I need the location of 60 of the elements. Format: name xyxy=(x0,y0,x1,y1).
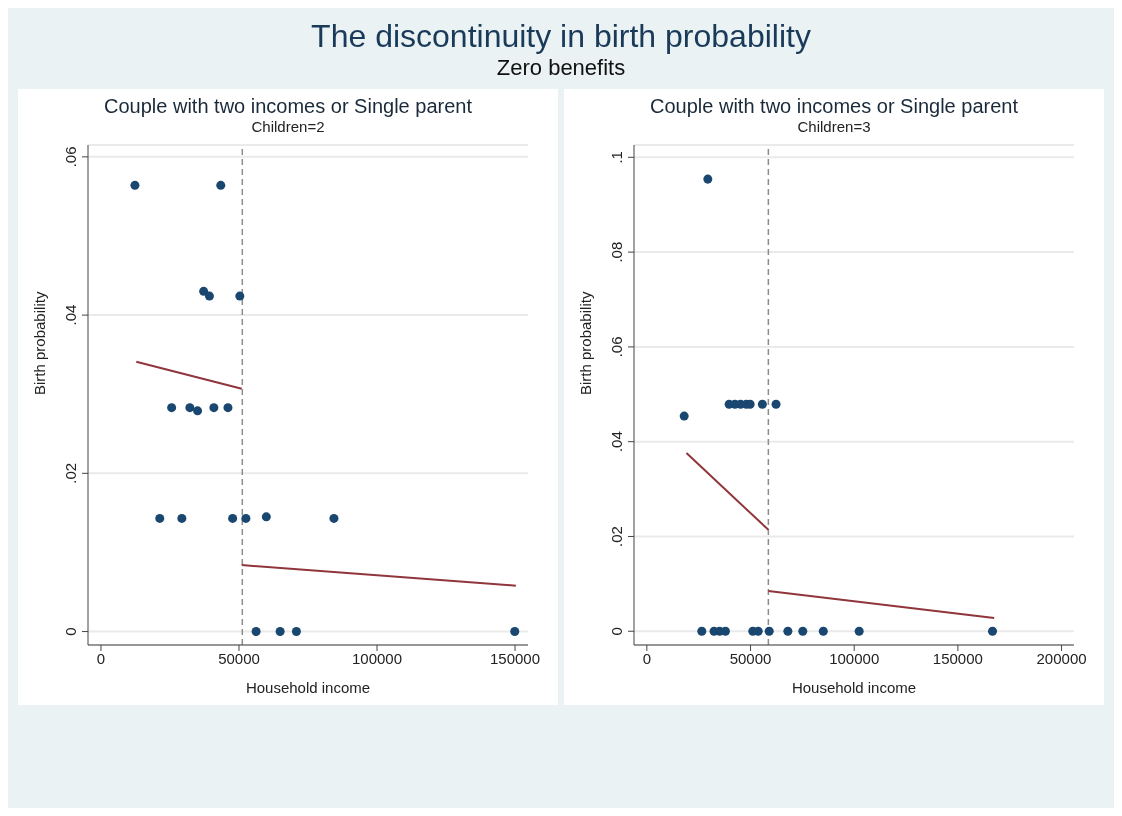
y-tick-label: .1 xyxy=(608,151,625,164)
chart-subtitle: Children=2 xyxy=(250,118,326,135)
y-tick-label: .04 xyxy=(62,304,79,326)
point xyxy=(275,627,285,637)
x-tick-label: 100000 xyxy=(829,649,880,667)
point xyxy=(228,513,238,523)
point xyxy=(679,411,689,421)
point xyxy=(771,399,781,409)
point xyxy=(757,399,767,409)
point xyxy=(251,627,261,637)
point xyxy=(988,626,998,636)
x-tick-label: 200000 xyxy=(1036,649,1087,667)
point xyxy=(764,626,774,636)
y-tick-label: .08 xyxy=(608,241,625,263)
point xyxy=(291,627,301,637)
x-tick-label: 0 xyxy=(642,649,652,667)
y-tick-label: .02 xyxy=(608,526,625,547)
point xyxy=(241,513,251,523)
point xyxy=(155,513,165,523)
point xyxy=(510,627,520,637)
x-tick-label: 0 xyxy=(96,649,106,667)
x-tick-label: 150000 xyxy=(932,649,983,667)
point xyxy=(209,403,219,413)
x-axis-title: Household income xyxy=(791,679,917,696)
point xyxy=(167,403,177,413)
chart-title: Couple with two incomes or Single parent xyxy=(649,95,1019,118)
point xyxy=(130,180,140,190)
x-tick-label: 50000 xyxy=(729,649,772,667)
y-tick-label: .06 xyxy=(62,146,79,168)
point xyxy=(185,403,195,413)
point xyxy=(216,180,226,190)
y-tick-label: .04 xyxy=(608,431,625,453)
point xyxy=(199,286,209,296)
point xyxy=(783,626,793,636)
point xyxy=(854,626,864,636)
x-tick-label: 100000 xyxy=(351,649,403,667)
x-tick-label: 50000 xyxy=(218,649,260,667)
y-tick-label: 0 xyxy=(62,627,79,636)
point xyxy=(204,291,214,301)
point xyxy=(223,403,233,413)
point xyxy=(193,406,203,416)
point xyxy=(261,512,271,522)
y-tick-label: .06 xyxy=(608,336,625,358)
x-axis-title: Household income xyxy=(245,679,371,696)
y-axis-title: Birth probability xyxy=(31,291,49,395)
y-tick-label: 0 xyxy=(608,627,625,636)
text: The discontinuity in birth probability xyxy=(310,17,812,55)
point xyxy=(818,626,828,636)
y-tick-label: .02 xyxy=(62,462,79,484)
chart-title: Couple with two incomes or Single parent xyxy=(103,95,473,118)
point xyxy=(798,626,808,636)
point xyxy=(697,626,707,636)
text: Zero benefits xyxy=(495,55,627,81)
y-axis-title: Birth probability xyxy=(577,291,595,395)
chart-subtitle: Children=3 xyxy=(796,118,872,135)
point xyxy=(703,174,713,184)
point xyxy=(177,513,187,523)
point xyxy=(235,291,245,301)
x-tick-label: 150000 xyxy=(490,649,541,667)
point xyxy=(329,513,339,523)
